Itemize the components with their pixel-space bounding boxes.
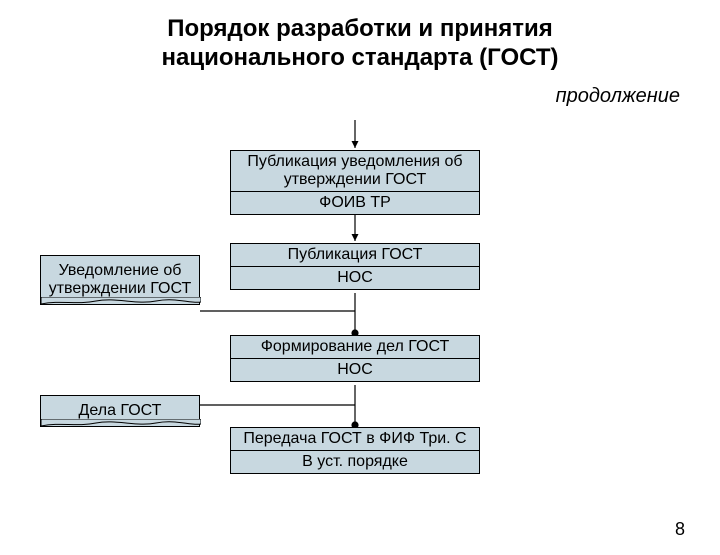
flow-box-3-row-0: Формирование дел ГОСТ xyxy=(231,336,479,359)
title-line-1: Порядок разработки и принятия xyxy=(167,15,553,42)
flow-box-2: Публикация ГОСТ НОС xyxy=(230,243,480,290)
flow-box-1-row-0: Публикация уведомления об утверждении ГО… xyxy=(231,151,479,192)
flow-box-1: Публикация уведомления об утверждении ГО… xyxy=(230,150,480,215)
page-number: 8 xyxy=(675,519,685,540)
flow-box-2-row-1: НОС xyxy=(231,267,479,289)
side-note-1-text: Уведомление об утверждении ГОСТ xyxy=(49,262,192,297)
side-note-2-text: Дела ГОСТ xyxy=(79,402,162,419)
flow-box-4-row-0: Передача ГОСТ в ФИФ Три. С xyxy=(231,428,479,451)
flow-box-3: Формирование дел ГОСТ НОС xyxy=(230,335,480,382)
flow-box-2-row-0: Публикация ГОСТ xyxy=(231,244,479,267)
flow-box-4: Передача ГОСТ в ФИФ Три. С В уст. порядк… xyxy=(230,427,480,474)
flow-box-4-row-1: В уст. порядке xyxy=(231,451,479,473)
flow-box-1-row-1: ФОИВ ТР xyxy=(231,192,479,214)
title-line-2: национального стандарта (ГОСТ) xyxy=(162,44,559,71)
side-note-1: Уведомление об утверждении ГОСТ xyxy=(40,255,200,305)
flow-box-3-row-1: НОС xyxy=(231,359,479,381)
subtitle: продолжение xyxy=(556,85,680,108)
side-note-2: Дела ГОСТ xyxy=(40,395,200,427)
